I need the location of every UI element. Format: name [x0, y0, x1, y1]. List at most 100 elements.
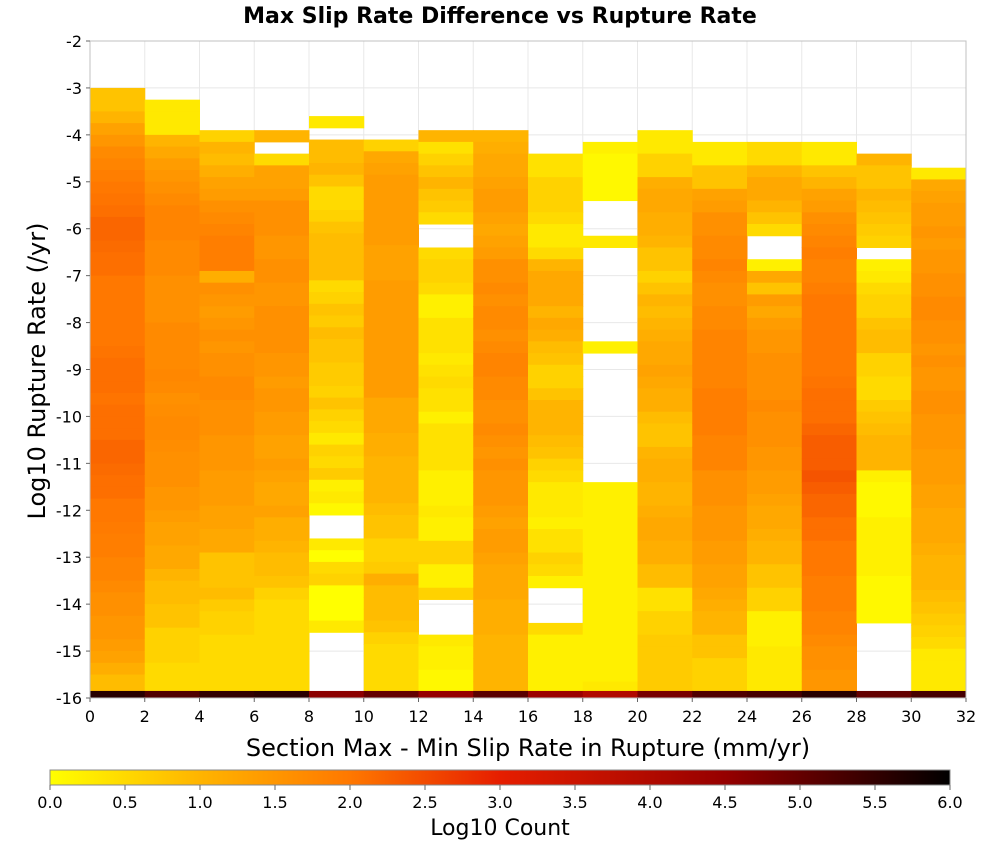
heatmap-cell — [309, 561, 365, 575]
heatmap-cell — [637, 646, 693, 659]
heatmap-cell — [90, 357, 146, 370]
heatmap-cell — [144, 463, 200, 476]
heatmap-cell — [144, 334, 200, 347]
colorbar-ticks: 0.0 0.5 1.0 1.5 2.0 2.5 3.0 3.5 4.0 4.5 5.0 5.5 6.0 — [37, 785, 963, 812]
heatmap-cell — [144, 134, 200, 148]
heatmap-cell — [473, 317, 529, 331]
heatmap-cell — [528, 306, 584, 319]
heatmap-cell — [747, 329, 803, 342]
heatmap-cell — [418, 177, 474, 190]
heatmap-cell — [801, 270, 857, 284]
heatmap-cell — [144, 545, 200, 558]
heatmap-cell — [911, 636, 967, 650]
heatmap-cell — [747, 411, 803, 424]
heatmap-cell — [309, 385, 365, 399]
colorbar-tick-label: 1.5 — [262, 793, 287, 812]
heatmap-cell — [418, 517, 474, 530]
heatmap-cell — [856, 153, 912, 166]
heatmap-cell — [254, 634, 310, 647]
heatmap-cell — [801, 423, 857, 436]
x-tick-label: 16 — [518, 707, 538, 726]
heatmap-cell — [692, 224, 748, 237]
heatmap-cell — [856, 235, 912, 248]
heatmap-cell — [90, 475, 146, 488]
y-tick-label: -5 — [66, 173, 82, 192]
heatmap-cell — [363, 186, 419, 199]
heatmap-cell — [528, 435, 584, 448]
heatmap-cell — [692, 435, 748, 448]
heatmap-cell — [199, 200, 255, 213]
heatmap-cell — [144, 557, 200, 570]
heatmap-cell — [473, 247, 529, 260]
heatmap-cell — [528, 423, 584, 436]
heatmap-cell — [911, 238, 967, 251]
heatmap-cell — [418, 505, 474, 518]
heatmap-cell — [856, 564, 912, 577]
heatmap-cell — [90, 369, 146, 382]
heatmap-cell — [254, 611, 310, 624]
heatmap-cell — [637, 247, 693, 260]
heatmap-cell — [528, 529, 584, 542]
heatmap-cell — [747, 505, 803, 518]
heatmap-cell-bottom — [856, 690, 912, 698]
heatmap-cell — [473, 552, 529, 565]
heatmap-cell — [747, 388, 803, 401]
heatmap-cell — [473, 634, 529, 647]
heatmap-cell — [199, 564, 255, 577]
heatmap-cell — [473, 458, 529, 471]
heatmap-cell — [692, 446, 748, 460]
heatmap-cell — [254, 364, 310, 378]
heatmap-cell — [90, 216, 146, 230]
y-tick-label: -9 — [66, 361, 82, 380]
colorbar-tick-label: 4.0 — [637, 793, 662, 812]
heatmap-cell — [473, 353, 529, 366]
heatmap-cell — [747, 306, 803, 319]
heatmap-cell — [801, 177, 857, 190]
heatmap-cell — [747, 611, 803, 624]
heatmap-cell — [90, 263, 146, 277]
heatmap-cell — [199, 294, 255, 307]
heatmap-cell — [144, 158, 200, 171]
heatmap-cell — [856, 259, 912, 272]
heatmap-cell — [199, 622, 255, 636]
heatmap-cell-bottom — [747, 690, 803, 698]
heatmap-cell — [801, 599, 857, 612]
heatmap-cell — [144, 674, 200, 687]
heatmap-cell — [582, 341, 638, 354]
heatmap-cell — [363, 315, 419, 328]
heatmap-cell — [418, 353, 474, 366]
heatmap-cell — [254, 329, 310, 342]
heatmap-cell — [747, 458, 803, 471]
heatmap-cell — [911, 437, 967, 450]
heatmap-cell — [856, 177, 912, 190]
heatmap-cell — [418, 446, 474, 460]
heatmap-cell — [254, 212, 310, 225]
heatmap-cell — [199, 364, 255, 378]
heatmap-cell — [856, 599, 912, 612]
heatmap-cell — [637, 599, 693, 612]
heatmap-cell — [528, 224, 584, 237]
heatmap-cell — [254, 575, 310, 589]
x-tick-label: 22 — [682, 707, 702, 726]
heatmap-cell — [747, 153, 803, 166]
heatmap-cell — [144, 392, 200, 406]
heatmap-cell — [199, 130, 255, 143]
heatmap-cell — [199, 306, 255, 319]
heatmap-cell — [856, 188, 912, 202]
heatmap-cell — [90, 299, 146, 312]
heatmap-cell — [692, 564, 748, 577]
heatmap-cell — [254, 435, 310, 448]
heatmap-cell — [637, 294, 693, 307]
heatmap-cell — [856, 353, 912, 366]
heatmap-cell — [637, 400, 693, 413]
heatmap-cell — [144, 346, 200, 359]
heatmap-cell — [418, 470, 474, 483]
heatmap-cell — [692, 270, 748, 284]
heatmap-cell — [747, 282, 803, 295]
heatmap-cell — [309, 620, 365, 633]
heatmap-cell — [582, 599, 638, 612]
heatmap-cell — [309, 409, 365, 422]
heatmap-cell — [692, 611, 748, 624]
heatmap-cell — [418, 364, 474, 378]
heatmap-cell — [144, 592, 200, 605]
